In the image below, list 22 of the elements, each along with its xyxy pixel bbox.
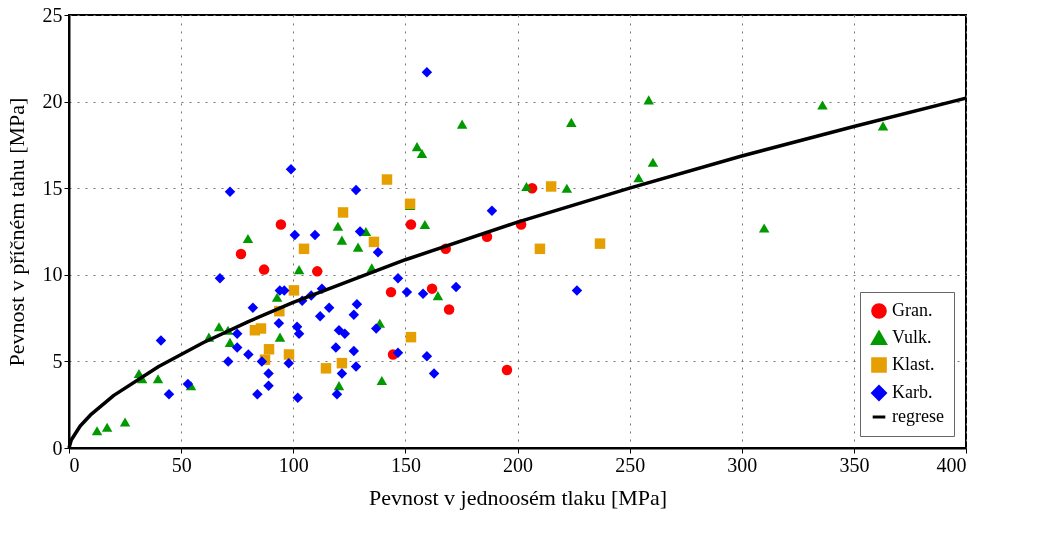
legend-label: regrese: [892, 406, 944, 426]
x-tick-label: 100: [278, 453, 309, 476]
y-tick-label: 5: [52, 349, 63, 372]
y-tick-label: 10: [42, 263, 63, 286]
legend-label: Klast.: [892, 354, 935, 374]
y-tick-label: 15: [42, 176, 63, 199]
y-axis-title: Pevnost v příčném tahu [MPa]: [3, 97, 29, 367]
x-tick-label: 250: [615, 453, 646, 476]
x-tick-label: 350: [839, 453, 870, 476]
x-tick-label: 400: [936, 453, 967, 476]
x-axis-title: Pevnost v jednoosém tlaku [MPa]: [368, 484, 668, 510]
legend-label: Gran.: [892, 300, 933, 320]
x-tick-label: 300: [727, 453, 758, 476]
x-tick-label: 50: [171, 453, 192, 476]
legend-label: Vulk.: [892, 327, 932, 347]
x-tick-label: 0: [69, 453, 80, 476]
legend-label: Karb.: [892, 382, 933, 402]
y-tick-label: 20: [42, 90, 63, 113]
y-tick-label: 0: [52, 436, 63, 459]
y-tick-label: 25: [42, 3, 63, 26]
x-tick-label: 150: [390, 453, 421, 476]
x-tick-label: 200: [503, 453, 533, 476]
